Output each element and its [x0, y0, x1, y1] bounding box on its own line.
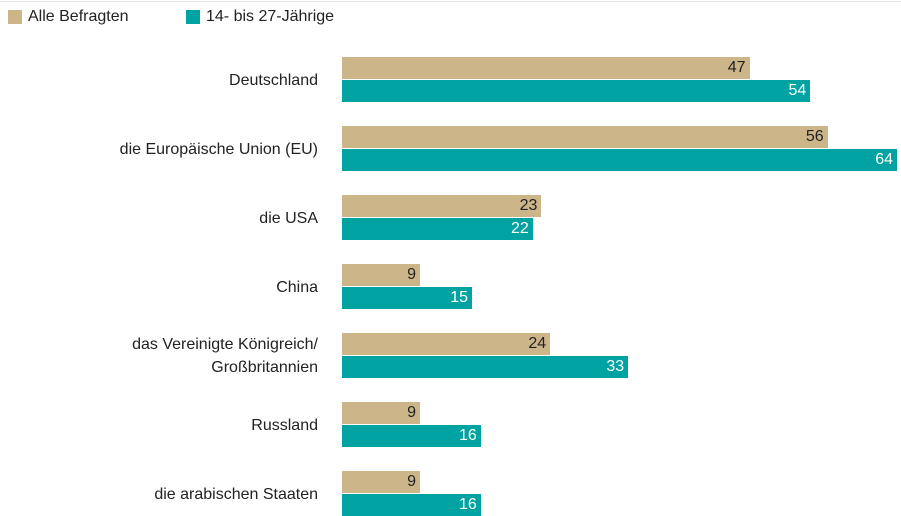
- bar: [342, 402, 421, 424]
- value-label: 16: [458, 496, 477, 513]
- bar: [342, 195, 542, 217]
- value-label: 16: [458, 427, 477, 444]
- bar: [342, 264, 421, 286]
- bar: [342, 149, 897, 171]
- bar: [342, 287, 473, 309]
- category-label: das Vereinigte Königreich/ Großbritannie…: [132, 336, 318, 376]
- value-label: 33: [606, 358, 625, 375]
- value-label: 47: [727, 59, 746, 76]
- legend-label: 14- bis 27-Jährige: [206, 8, 335, 25]
- category-label: Deutschland: [229, 71, 318, 89]
- bar: [342, 471, 421, 493]
- value-label: 22: [510, 220, 529, 237]
- category-label: die Europäische Union (EU): [119, 140, 318, 158]
- value-label: 54: [788, 82, 807, 99]
- value-label: 9: [407, 266, 417, 283]
- legend-label: Alle Befragten: [28, 8, 129, 25]
- bar: [342, 333, 551, 355]
- category-label: China: [276, 278, 318, 296]
- category-label: Russland: [251, 416, 318, 434]
- category-label: die arabischen Staaten: [154, 485, 318, 503]
- legend-swatch: [8, 10, 22, 24]
- bar: [342, 80, 811, 102]
- bar: [342, 356, 629, 378]
- value-label: 15: [450, 289, 469, 306]
- value-label: 64: [875, 151, 893, 168]
- value-label: 9: [407, 473, 417, 490]
- bar: [342, 57, 750, 79]
- bar: [342, 126, 828, 148]
- value-label: 23: [519, 197, 538, 214]
- value-label: 56: [805, 128, 824, 145]
- bar: [342, 218, 533, 240]
- value-label: 24: [528, 335, 547, 352]
- value-label: 9: [407, 404, 417, 421]
- legend-swatch: [186, 10, 200, 24]
- separator: [0, 1, 901, 2]
- bar: [342, 425, 481, 447]
- bar: [342, 494, 481, 516]
- category-label: die USA: [259, 209, 318, 227]
